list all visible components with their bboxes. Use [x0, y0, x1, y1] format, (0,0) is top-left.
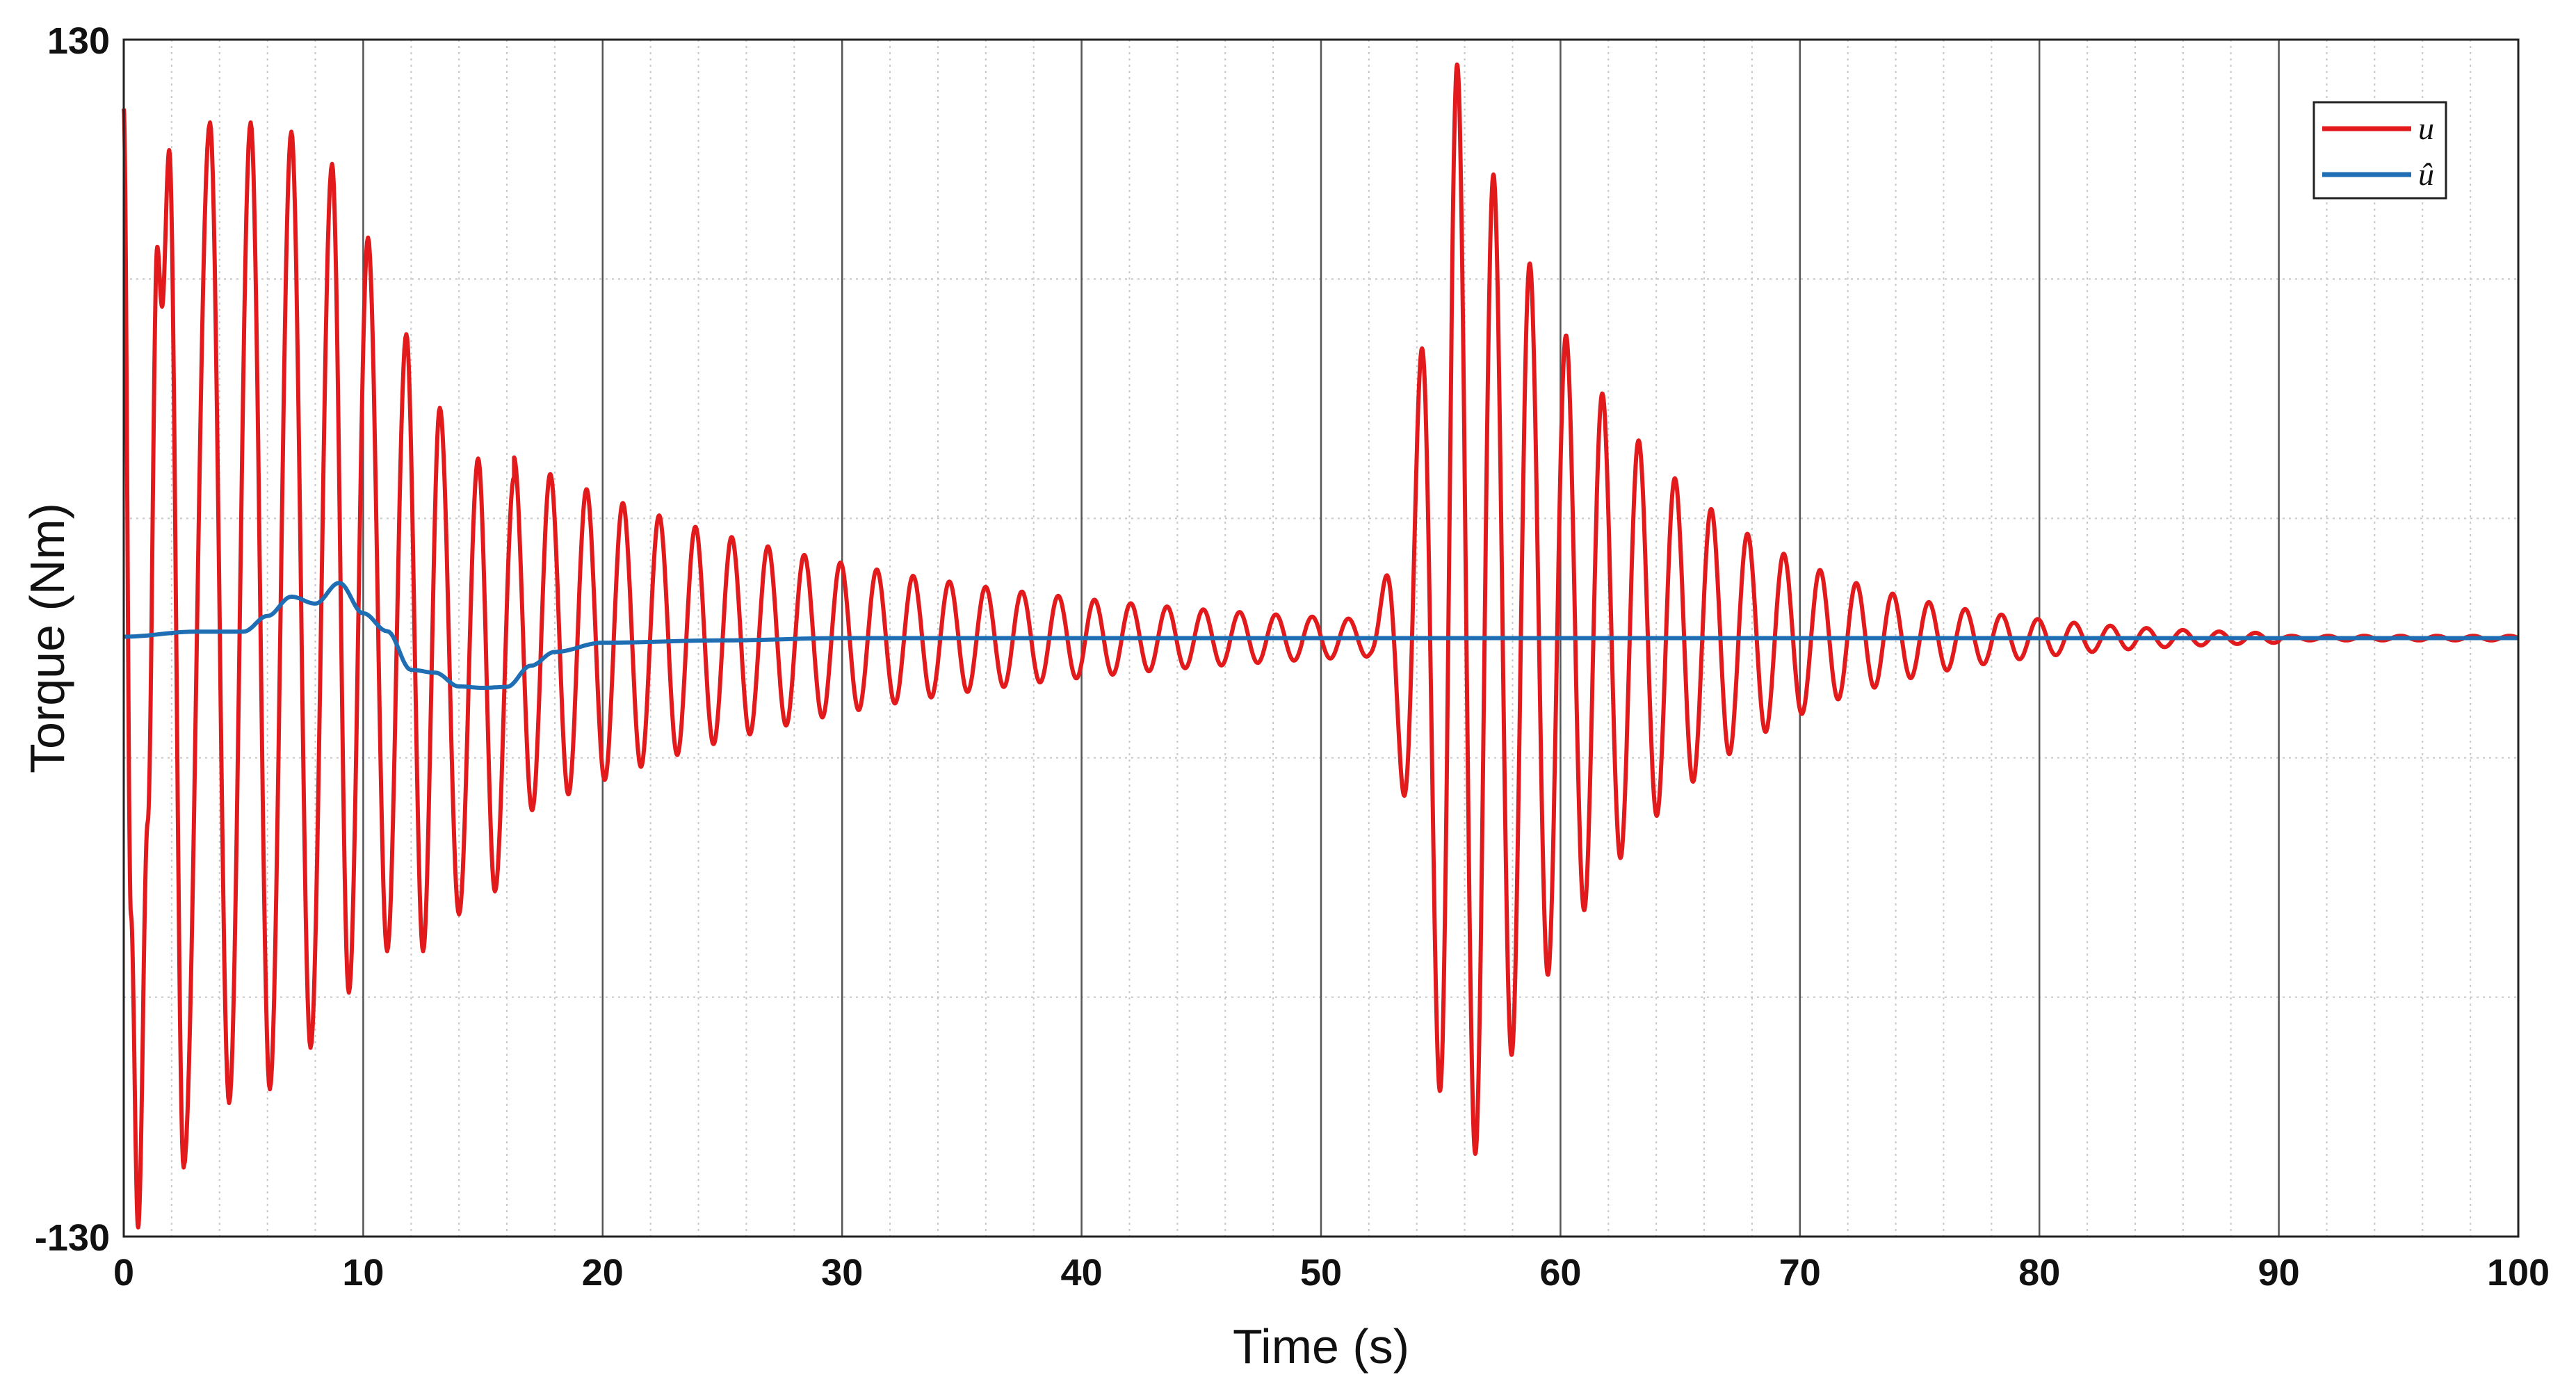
- legend: u û: [2312, 101, 2447, 200]
- x-tick-label: 80: [2018, 1252, 2060, 1294]
- x-tick-labels: 0 10 20 30 40 50 60 70 80 90 100: [113, 1252, 2550, 1294]
- x-tick-label: 30: [821, 1252, 863, 1294]
- x-tick-label: 20: [582, 1252, 624, 1294]
- y-axis-title: Torque (Nm): [20, 503, 74, 773]
- x-tick-label: 60: [1539, 1252, 1581, 1294]
- x-tick-label: 50: [1300, 1252, 1342, 1294]
- series-u-hat-line: [123, 581, 2518, 690]
- x-tick-label: 90: [2258, 1252, 2300, 1294]
- y-tick-label: 130: [47, 20, 110, 62]
- x-axis-title: Time (s): [1233, 1319, 1409, 1374]
- y-tick-labels: -130 130: [35, 20, 110, 1259]
- x-tick-label: 100: [2487, 1252, 2550, 1294]
- legend-label-u: u: [2418, 111, 2434, 146]
- plot-frame: [122, 38, 2520, 1238]
- legend-label-u-hat: û: [2418, 156, 2434, 192]
- x-tick-label: 10: [342, 1252, 384, 1294]
- y-tick-label: -130: [35, 1217, 110, 1259]
- x-tick-label: 0: [113, 1252, 134, 1294]
- x-tick-label: 70: [1779, 1252, 1821, 1294]
- x-tick-label: 40: [1061, 1252, 1103, 1294]
- series-layer: [122, 62, 2520, 1230]
- series-u-line: [122, 62, 2520, 1230]
- legend-box: [2312, 101, 2447, 200]
